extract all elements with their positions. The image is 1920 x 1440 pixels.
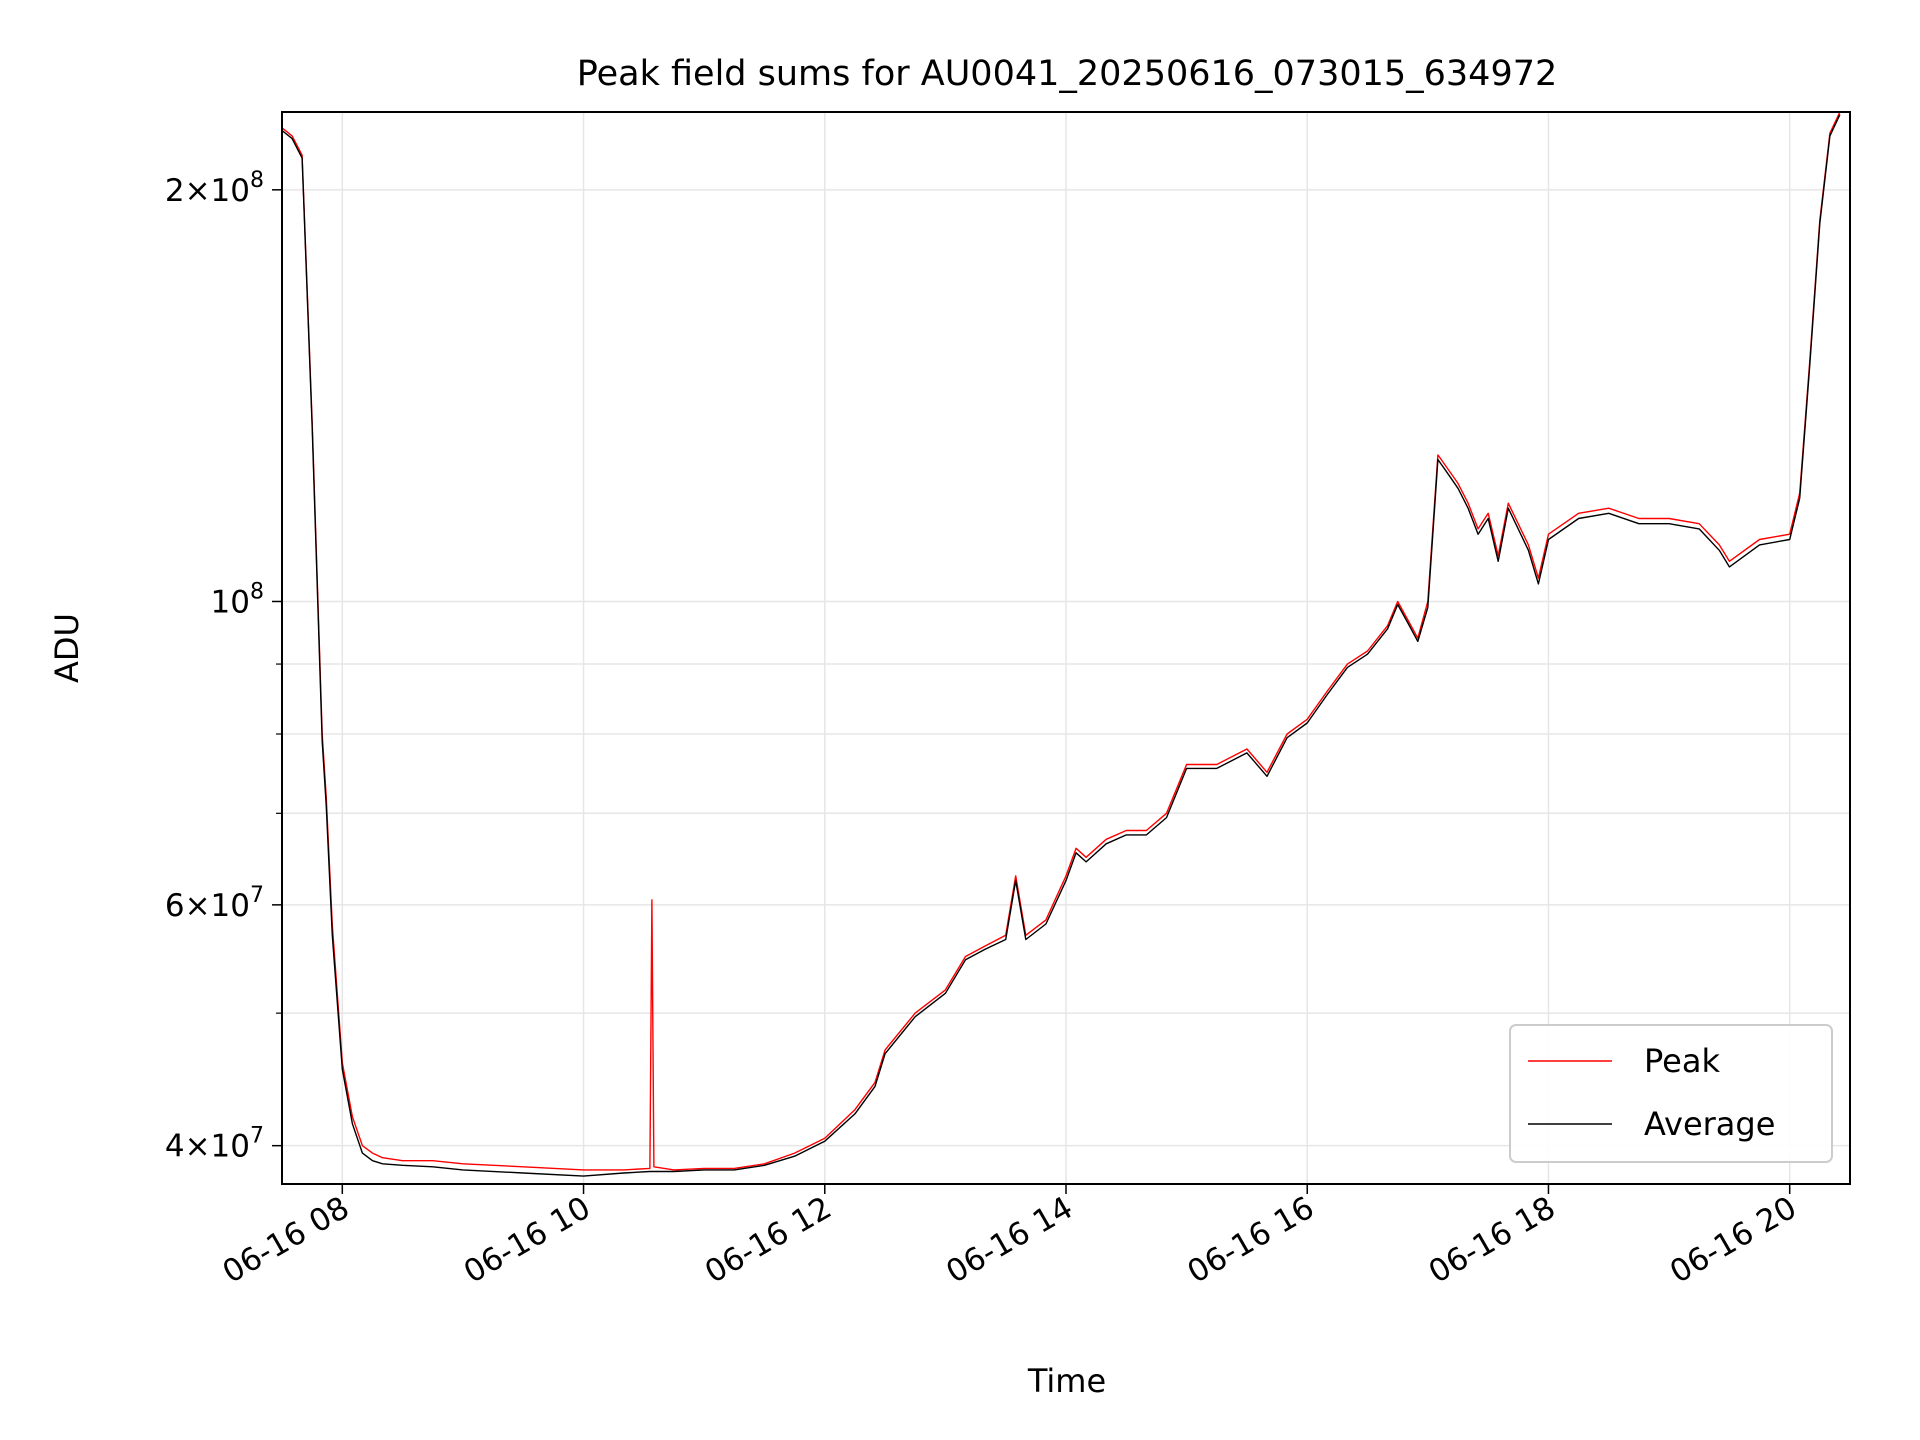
legend-label-average: Average xyxy=(1644,1105,1775,1143)
y-tick-exponent: 8 xyxy=(250,168,264,193)
y-axis-label: ADU xyxy=(48,613,86,683)
y-tick-exponent: 7 xyxy=(250,1124,264,1149)
y-tick-label: 2×108 xyxy=(165,168,264,209)
legend-box xyxy=(1509,1024,1833,1163)
chart-title: Peak field sums for AU0041_20250616_0730… xyxy=(577,54,1558,94)
y-tick-label: 6×107 xyxy=(165,883,264,924)
series-line-average xyxy=(282,114,1841,1177)
grid xyxy=(282,112,1850,1184)
series-layer xyxy=(282,112,1841,1177)
y-tick-exponent: 8 xyxy=(250,579,264,604)
legend: Peak Average xyxy=(1509,1024,1833,1163)
y-tick-exponent: 7 xyxy=(250,883,264,908)
legend-label-peak: Peak xyxy=(1644,1042,1720,1080)
y-tick-label: 4×107 xyxy=(165,1124,264,1165)
x-axis-label: Time xyxy=(1027,1362,1106,1400)
series-line-peak xyxy=(282,112,1841,1171)
